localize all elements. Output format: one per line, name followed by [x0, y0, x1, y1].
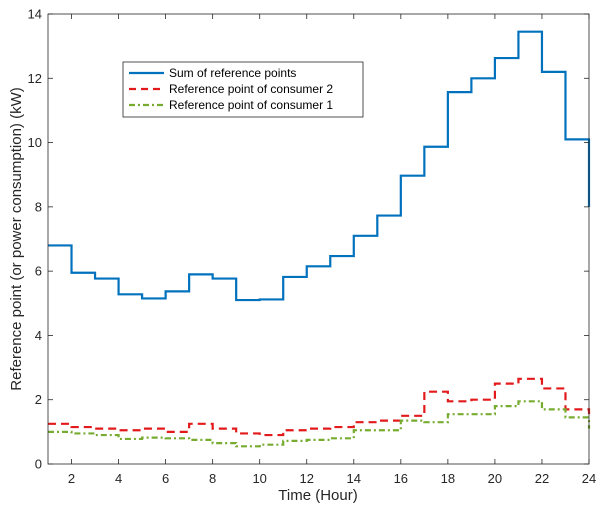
x-tick-label: 12 — [300, 471, 314, 486]
legend: Sum of reference points Reference point … — [122, 61, 364, 118]
y-tick-label: 4 — [35, 328, 42, 343]
y-axis-title: Reference point (or power consumption) (… — [8, 87, 25, 390]
series-layer — [48, 30, 591, 448]
x-tick-label: 14 — [347, 471, 361, 486]
x-tick-label: 22 — [535, 471, 549, 486]
legend-label-series-2: Reference point of consumer 2 — [169, 82, 333, 96]
x-tick-label: 8 — [209, 471, 216, 486]
x-tick-label: 6 — [162, 471, 169, 486]
y-tick-label: 6 — [35, 264, 42, 279]
ticks-layer — [48, 13, 590, 465]
legend-label-series-1: Sum of reference points — [169, 66, 296, 80]
y-tick-labels: 0 2 4 6 8 10 12 14 — [28, 7, 42, 472]
x-tick-label: 24 — [582, 471, 596, 486]
legend-label-series-3: Reference point of consumer 1 — [169, 98, 333, 112]
x-axis-title: Time (Hour) — [278, 487, 357, 504]
x-tick-label: 18 — [441, 471, 455, 486]
y-tick-label: 2 — [35, 392, 42, 407]
y-tick-label: 8 — [35, 199, 42, 214]
series-line-2 — [48, 377, 591, 437]
legend-box — [122, 61, 364, 118]
series-line-1 — [48, 30, 591, 302]
y-tick-label: 0 — [35, 457, 42, 472]
x-tick-label: 4 — [115, 471, 122, 486]
x-tick-label: 10 — [252, 471, 266, 486]
x-tick-label: 20 — [488, 471, 502, 486]
y-tick-label: 12 — [28, 71, 42, 86]
axes-box — [47, 13, 590, 465]
x-tick-label: 16 — [394, 471, 408, 486]
x-tick-label: 2 — [68, 471, 75, 486]
y-tick-label: 10 — [28, 135, 42, 150]
x-tick-labels: 2 4 6 8 10 12 14 16 18 20 22 24 — [68, 471, 596, 486]
series-line-3 — [48, 400, 591, 448]
y-tick-label: 14 — [28, 7, 42, 22]
